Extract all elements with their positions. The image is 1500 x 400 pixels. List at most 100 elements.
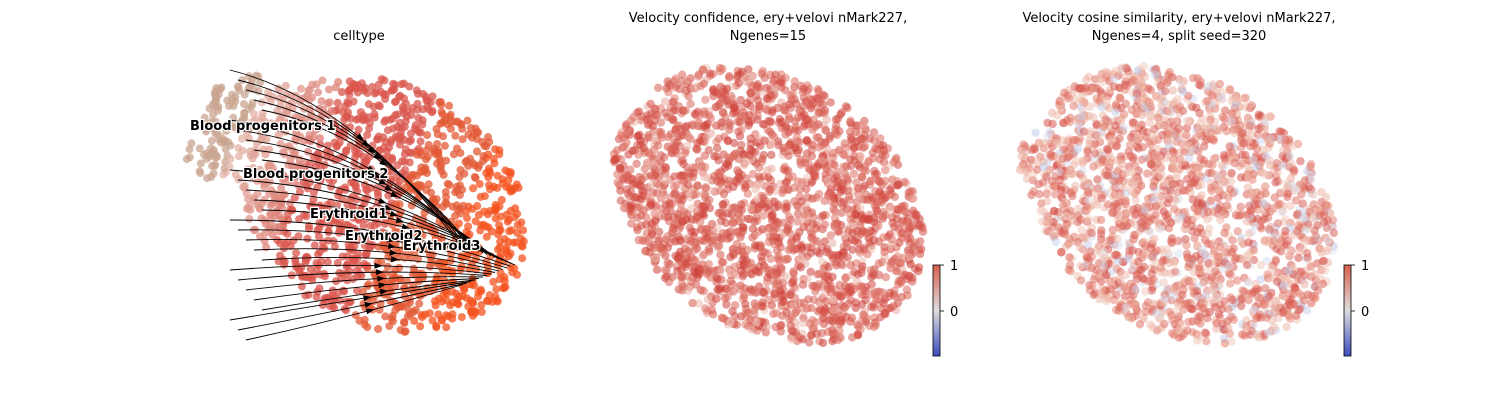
scatter-point <box>870 288 879 297</box>
scatter-point <box>783 255 792 264</box>
scatter-point <box>1166 218 1176 227</box>
velocity-streamline <box>245 276 484 291</box>
scatter-point <box>759 261 768 270</box>
scatter-point <box>405 298 414 307</box>
scatter-point <box>648 121 658 130</box>
streamline-arrowhead <box>365 308 375 315</box>
scatter-point <box>699 286 708 296</box>
scatter-point <box>911 238 920 247</box>
scatter-point <box>818 211 828 220</box>
scatter-point <box>818 107 827 117</box>
scatter-point <box>763 277 772 287</box>
scatter-point <box>387 314 396 323</box>
scatter-point <box>484 297 493 306</box>
scatter-point <box>321 294 330 302</box>
velocity-streamline <box>261 109 476 251</box>
scatter-point <box>728 203 737 213</box>
scatter-point <box>364 100 373 109</box>
scatter-point <box>391 98 399 107</box>
scatter-point <box>405 82 414 91</box>
scatter-point <box>675 224 684 233</box>
scatter-point <box>434 294 443 303</box>
scatter-point <box>240 100 248 109</box>
scatter-point <box>346 84 355 93</box>
scatter-point <box>313 150 322 159</box>
panel-3-title-line-1: Velocity cosine similarity, ery+velovi n… <box>1022 11 1335 26</box>
scatter-point <box>353 150 361 159</box>
scatter-point <box>715 99 725 108</box>
scatter-point <box>736 200 746 209</box>
scatter-point <box>314 232 323 241</box>
scatter-point <box>275 227 284 236</box>
scatter-point <box>643 133 652 142</box>
scatter-point <box>187 139 196 148</box>
scatter-point <box>231 97 240 106</box>
velocity-streamline <box>253 99 472 249</box>
scatter-point <box>650 127 659 137</box>
velocity-streamline <box>261 279 476 311</box>
scatter-point <box>748 233 757 242</box>
scatter-point <box>1315 244 1324 253</box>
scatter-point <box>888 235 897 244</box>
scatter-point <box>1264 299 1274 308</box>
velocity-streamline <box>237 79 464 246</box>
scatter-point <box>379 90 388 99</box>
scatter-point <box>846 116 855 126</box>
scatter-point <box>680 149 690 158</box>
scatter-point <box>822 164 831 173</box>
streamline-arrowhead <box>383 204 393 210</box>
scatter-point <box>282 90 291 99</box>
scatter-point <box>310 241 319 250</box>
scatter-point <box>473 147 481 156</box>
scatter-point <box>195 167 204 176</box>
scatter-point <box>456 149 465 157</box>
scatter-point <box>702 232 712 242</box>
streamline-arrowhead <box>363 295 372 302</box>
scatter-point <box>1282 322 1291 332</box>
scatter-point <box>316 134 324 143</box>
scatter-point <box>1076 215 1085 224</box>
scatter-point <box>730 312 739 321</box>
scatter-point <box>457 313 466 322</box>
scatter-point <box>337 223 346 232</box>
scatter-point <box>385 322 394 330</box>
scatter-point <box>766 185 775 194</box>
scatter-point <box>709 172 719 181</box>
scatter-point <box>804 159 813 168</box>
scatter-point <box>1323 236 1333 245</box>
scatter-point <box>793 209 803 218</box>
scatter-point <box>772 219 781 228</box>
scatter-point <box>767 211 777 221</box>
scatter-point <box>359 152 368 161</box>
scatter-point <box>477 301 486 309</box>
scatter-point <box>893 180 902 190</box>
scatter-point <box>720 293 730 303</box>
scatter-point <box>495 202 504 211</box>
scatter-point <box>828 153 838 162</box>
scatter-point <box>848 245 857 254</box>
scatter-point <box>262 243 271 252</box>
scatter-point <box>685 223 694 232</box>
scatter-point <box>1167 311 1176 320</box>
scatter-point <box>829 305 838 315</box>
streamline-arrowhead <box>401 223 410 230</box>
scatter-point <box>485 291 494 300</box>
scatter-point <box>273 191 282 199</box>
scatter-point <box>294 232 303 241</box>
scatter-point <box>331 83 340 92</box>
scatter-point <box>677 286 686 295</box>
scatter-point <box>851 303 860 313</box>
scatter-point <box>428 107 437 115</box>
scatter-point <box>228 90 237 99</box>
streamline-arrowhead <box>395 217 405 223</box>
scatter-point <box>474 210 483 219</box>
scatter-point <box>458 124 467 133</box>
scatter-point <box>333 210 342 219</box>
scatter-point <box>742 99 752 108</box>
scatter-point <box>740 160 749 170</box>
scatter-point <box>413 171 422 180</box>
scatter-point <box>767 301 776 310</box>
scatter-point <box>716 186 725 195</box>
scatter-point <box>701 183 711 192</box>
scatter-point <box>828 238 837 248</box>
